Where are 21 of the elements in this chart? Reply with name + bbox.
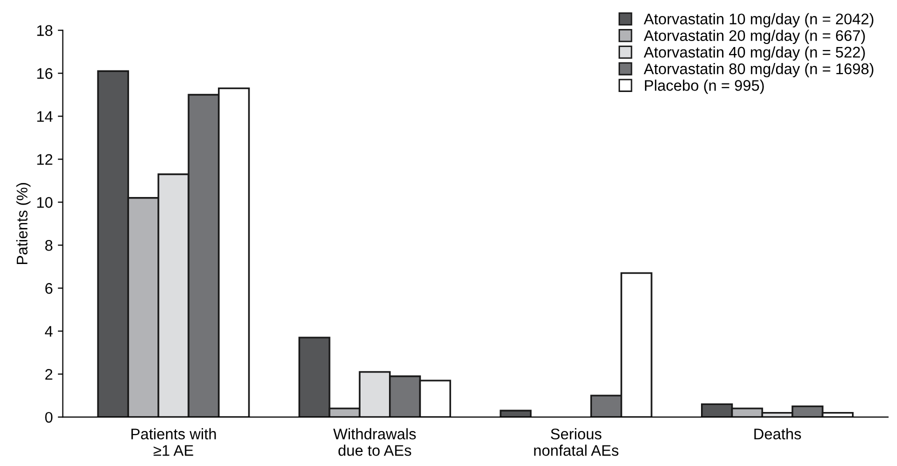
x-tick-label: Deaths — [754, 428, 801, 440]
y-tick-label: 0 — [45, 412, 52, 423]
y-tick-label: 10 — [37, 197, 52, 208]
y-tick-label: 18 — [37, 25, 52, 36]
y-tick-label: 4 — [44, 326, 53, 337]
y-tick-label: 12 — [37, 154, 52, 165]
y-tick-label: 2 — [45, 368, 52, 380]
y-tick-label: 6 — [45, 283, 52, 294]
legend-label: Atorvastatin 20 mg/day (n = 667) — [644, 30, 865, 44]
bar — [500, 410, 532, 418]
legend-label: Atorvastatin 40 mg/day (n = 522) — [644, 46, 865, 61]
y-tick-label: 14 — [37, 111, 53, 122]
x-tick-label: Withdrawals due to AEs — [333, 428, 416, 456]
x-tick-label: Serious nonfatal AEs — [534, 428, 618, 456]
legend-label: Atorvastatin 10 mg/day (n = 2042) — [644, 13, 874, 28]
legend-label: Atorvastatin 80 mg/day (n = 1698) — [644, 63, 874, 78]
legend-label: Placebo (n = 995) — [644, 80, 764, 94]
y-axis-title: Patients (%) — [16, 183, 31, 264]
y-tick-label: 8 — [45, 240, 52, 251]
y-tick-label: 16 — [37, 68, 52, 79]
x-tick-label: Patients with ≥1 AE — [131, 428, 216, 456]
